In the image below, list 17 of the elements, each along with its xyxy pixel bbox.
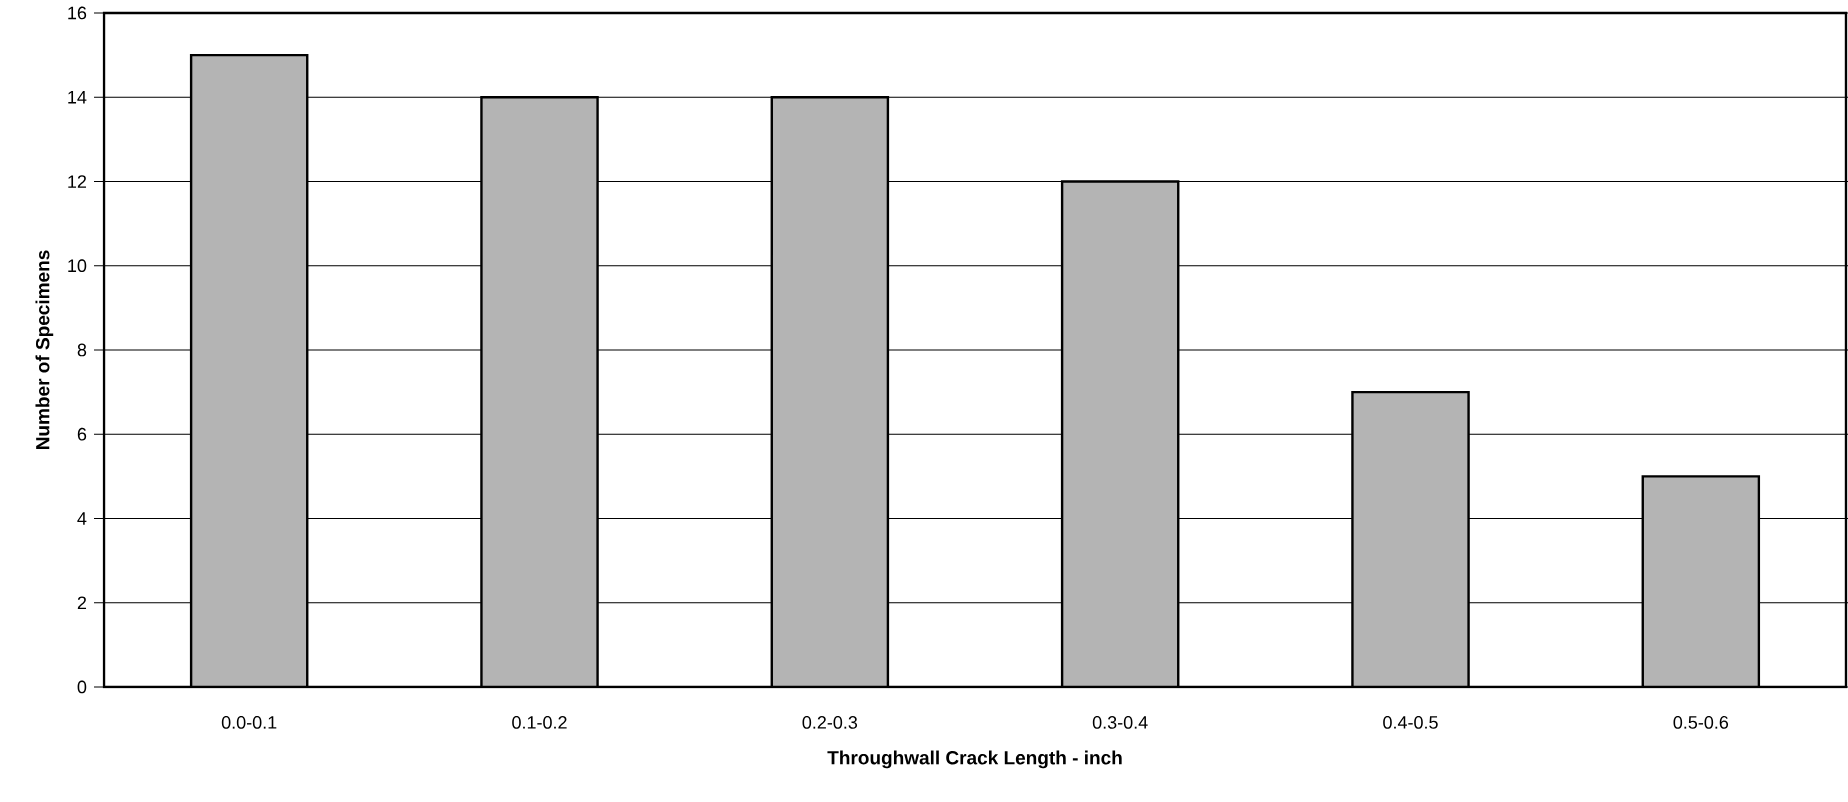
x-tick-label: 0.0-0.1 — [221, 716, 277, 729]
x-axis-title: Throughwall Crack Length - inch — [827, 750, 1122, 769]
x-tick-label: 0.4-0.5 — [1383, 716, 1438, 729]
y-tick-label: 4 — [77, 512, 87, 525]
x-tick-label: 0.1-0.2 — [512, 716, 567, 729]
y-tick-label: 6 — [77, 427, 87, 441]
x-tick-label: 0.5-0.6 — [1673, 716, 1729, 729]
y-tick-label: 14 — [68, 91, 87, 104]
y-tick-label: 16 — [68, 6, 87, 20]
y-axis-title: Number of Specimens — [35, 250, 54, 449]
y-tick-label: 12 — [68, 175, 87, 188]
y-tick-label: 0 — [77, 680, 87, 694]
x-tick-label: 0.3-0.4 — [1092, 716, 1148, 729]
x-tick-label: 0.2-0.3 — [802, 716, 858, 729]
y-tick-label: 8 — [77, 343, 87, 357]
y-tick-label: 2 — [77, 596, 87, 610]
y-tick-label: 10 — [68, 259, 87, 273]
